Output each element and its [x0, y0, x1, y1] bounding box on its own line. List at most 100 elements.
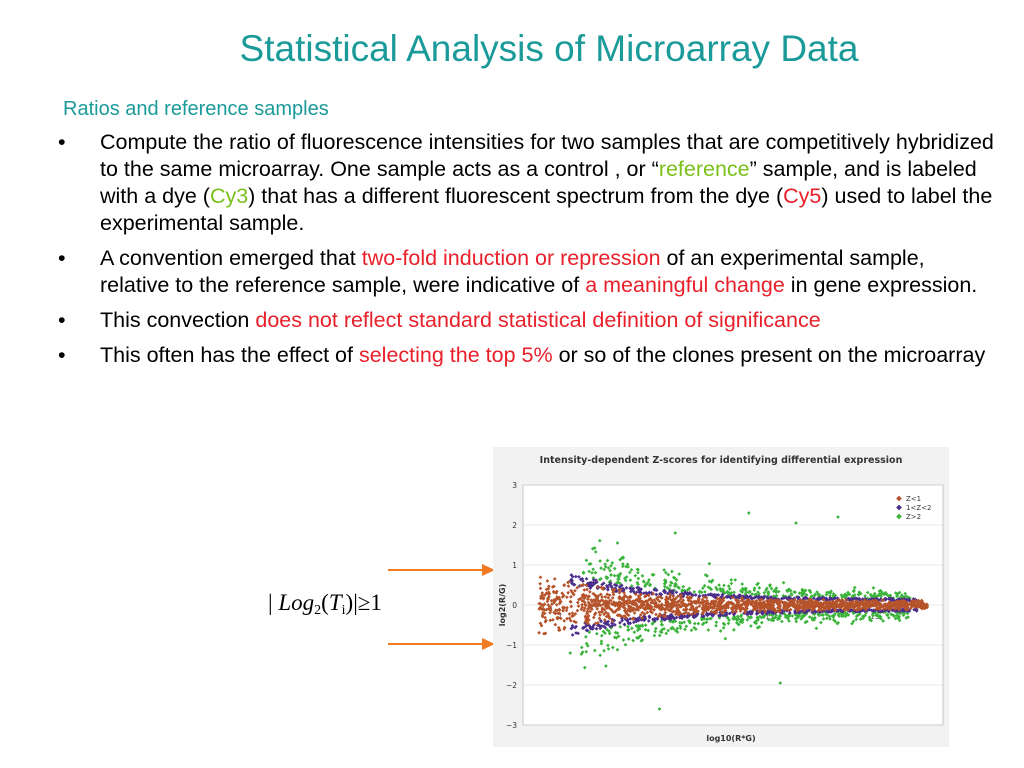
data-point [582, 665, 587, 670]
data-point [690, 607, 694, 612]
data-point [704, 612, 709, 617]
data-point [789, 592, 794, 596]
data-point [828, 593, 832, 598]
data-point [658, 592, 662, 596]
data-point [569, 626, 574, 631]
bullet-marker: • [58, 246, 66, 270]
bullet-text: This often has the effect of [100, 343, 359, 367]
data-point [613, 623, 617, 627]
bullet-text: in gene expression. [784, 273, 978, 297]
data-point [722, 583, 726, 588]
data-point [871, 609, 876, 613]
data-point [781, 596, 786, 600]
data-point [729, 578, 734, 582]
data-point [666, 628, 671, 633]
data-point [686, 615, 690, 619]
data-point [683, 591, 687, 596]
y-tick-label: 0 [512, 601, 517, 610]
data-point [595, 607, 600, 611]
data-point [721, 621, 726, 626]
data-point [629, 584, 634, 588]
data-point [690, 612, 694, 617]
data-point [674, 615, 679, 620]
data-point [726, 584, 731, 588]
data-point [664, 595, 669, 599]
highlight-cy3: Cy3 [209, 184, 249, 208]
data-point [701, 621, 706, 626]
formula-index: i [341, 603, 346, 618]
data-point [895, 594, 899, 599]
data-point [576, 631, 580, 636]
formula-log: Log [278, 590, 315, 615]
y-tick-label: −1 [506, 641, 517, 650]
data-point [730, 595, 735, 600]
x-tick-label: 7 [558, 613, 562, 621]
z-score-scatter-plot: Intensity-dependent Z-scores for identif… [493, 447, 949, 747]
data-point [783, 615, 788, 619]
data-point [879, 616, 883, 621]
data-point [802, 589, 807, 594]
data-point [613, 630, 618, 635]
highlight-significance: does not reflect standard statistical de… [255, 308, 821, 332]
data-point [757, 614, 762, 619]
data-point [790, 614, 795, 618]
data-point [640, 623, 645, 628]
data-point [593, 599, 598, 604]
data-point [691, 615, 696, 620]
data-point [895, 616, 900, 620]
data-point [574, 574, 578, 579]
data-point [585, 628, 590, 633]
legend-label: 1<Z<2 [906, 504, 931, 512]
data-point [546, 584, 551, 589]
data-point [683, 627, 687, 632]
data-point [766, 617, 771, 622]
data-point [606, 585, 610, 590]
data-point [831, 613, 836, 618]
data-point [603, 631, 607, 636]
bullet-marker: • [58, 343, 66, 367]
bullet-text: ” sample, and is labeled with a dye ( [100, 157, 977, 208]
y-tick-label: −3 [506, 721, 517, 730]
data-point [669, 581, 674, 585]
data-point [661, 614, 666, 618]
data-point [553, 611, 558, 616]
data-point [584, 624, 588, 628]
data-point [660, 622, 665, 627]
data-point [564, 608, 569, 613]
formula-paren-close: ) [345, 590, 354, 615]
formula-paren-open: ( [321, 590, 329, 615]
y-tick-label: 1 [512, 561, 517, 570]
data-point [885, 613, 889, 617]
data-point [579, 652, 584, 656]
data-point [679, 596, 683, 601]
data-point [654, 588, 658, 592]
data-point [553, 608, 558, 613]
bullet-item-convection: • This convection does not reflect stand… [58, 307, 998, 334]
slide-title: Statistical Analysis of Microarray Data [239, 28, 859, 69]
data-point [648, 596, 653, 601]
data-point [647, 615, 652, 620]
bullet-text: Compute the ratio of fluorescence intens… [100, 130, 994, 181]
data-point [794, 619, 799, 624]
highlight-reference: reference [658, 157, 750, 181]
bullet-text: of an experimental sample, relative to t… [100, 246, 925, 297]
data-point [709, 592, 713, 596]
data-point [630, 626, 634, 631]
data-point [782, 600, 786, 605]
data-point [589, 605, 594, 609]
data-point [673, 584, 678, 588]
data-point [871, 613, 875, 618]
data-point [661, 589, 666, 594]
data-point [568, 600, 573, 604]
data-point [631, 638, 635, 643]
data-point [721, 626, 726, 630]
data-point [776, 617, 780, 622]
bullet-item-ratio: • Compute the ratio of fluorescence inte… [58, 129, 998, 237]
data-point [812, 618, 816, 622]
data-point [793, 590, 798, 595]
data-point [733, 616, 738, 621]
data-point [829, 596, 834, 601]
data-point [741, 617, 745, 622]
data-point [646, 619, 651, 623]
data-point [546, 603, 551, 607]
